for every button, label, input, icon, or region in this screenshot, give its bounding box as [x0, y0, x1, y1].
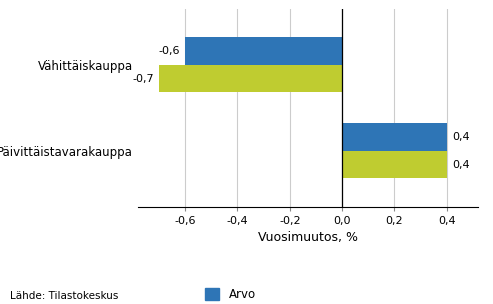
X-axis label: Vuosimuutos, %: Vuosimuutos, %: [258, 231, 358, 244]
Legend: Arvo, Määrä: Arvo, Määrä: [205, 288, 266, 304]
Text: Lähde: Tilastokeskus: Lähde: Tilastokeskus: [10, 291, 118, 301]
Text: -0,6: -0,6: [158, 46, 180, 56]
Text: -0,7: -0,7: [132, 74, 154, 84]
Bar: [342, 123, 447, 151]
Bar: [342, 151, 447, 178]
Text: 0,4: 0,4: [452, 160, 470, 170]
Bar: [159, 65, 342, 92]
Bar: [185, 37, 342, 65]
Text: 0,4: 0,4: [452, 132, 470, 142]
